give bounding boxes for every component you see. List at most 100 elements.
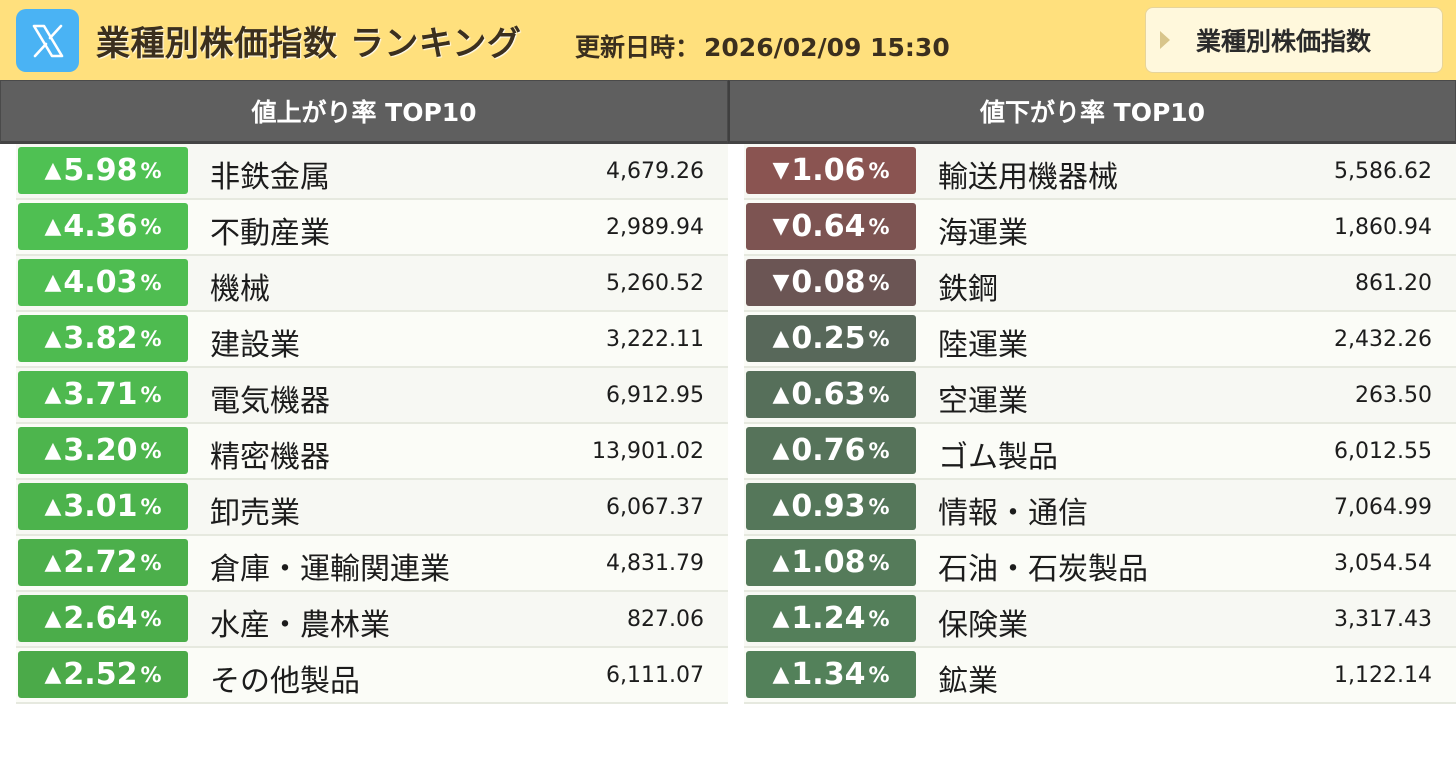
sector-name[interactable]: 非鉄金属 (210, 160, 330, 195)
sector-name[interactable]: 海運業 (938, 216, 1028, 251)
change-unit: % (868, 382, 890, 407)
change-badge: ▲ 5.98% (18, 147, 188, 194)
sector-name[interactable]: 機械 (210, 272, 270, 307)
index-value: 3,054.54 (1334, 551, 1432, 576)
table-row[interactable]: ▲ 5.98% 非鉄金属 4,679.26 (16, 144, 728, 200)
change-arrow-icon: ▲ (44, 270, 62, 295)
sector-name[interactable]: 不動産業 (210, 216, 330, 251)
losers-panel-title: 値下がり率 TOP10 (728, 80, 1456, 144)
sector-name[interactable]: 空運業 (938, 384, 1028, 419)
table-row[interactable]: ▲ 3.20% 精密機器 13,901.02 (16, 424, 728, 480)
sector-name[interactable]: 電気機器 (210, 384, 330, 419)
sector-name[interactable]: ゴム製品 (938, 440, 1058, 475)
index-value: 6,912.95 (606, 383, 704, 408)
index-value: 4,679.26 (606, 159, 704, 184)
change-unit: % (868, 326, 890, 351)
index-value: 4,831.79 (606, 551, 704, 576)
sector-name[interactable]: 卸売業 (210, 496, 300, 531)
sector-name[interactable]: 鉱業 (938, 664, 998, 699)
table-row[interactable]: ▲ 3.82% 建設業 3,222.11 (16, 312, 728, 368)
change-value: 0.08 (791, 265, 866, 300)
change-badge: ▲ 1.24% (746, 595, 916, 642)
change-unit: % (868, 158, 890, 183)
updated-label: 更新日時： (575, 33, 701, 62)
table-row[interactable]: ▼ 1.06% 輸送用機器械 5,586.62 (744, 144, 1456, 200)
sector-name[interactable]: その他製品 (210, 664, 360, 699)
table-row[interactable]: ▲ 1.24% 保険業 3,317.43 (744, 592, 1456, 648)
change-badge: ▲ 3.82% (18, 315, 188, 362)
table-row[interactable]: ▼ 0.08% 鉄鋼 861.20 (744, 256, 1456, 312)
change-unit: % (140, 438, 162, 463)
sector-name[interactable]: 精密機器 (210, 440, 330, 475)
index-value: 263.50 (1355, 383, 1432, 408)
index-value: 2,432.26 (1334, 327, 1432, 352)
index-value: 1,122.14 (1334, 663, 1432, 688)
sector-name[interactable]: 陸運業 (938, 328, 1028, 363)
change-arrow-icon: ▲ (44, 662, 62, 687)
sector-name[interactable]: 石油・石炭製品 (938, 552, 1148, 587)
page-title: 業種別株価指数 ランキング (96, 24, 522, 64)
change-badge: ▲ 0.25% (746, 315, 916, 362)
table-row[interactable]: ▲ 3.71% 電気機器 6,912.95 (16, 368, 728, 424)
table-row[interactable]: ▲ 2.72% 倉庫・運輸関連業 4,831.79 (16, 536, 728, 592)
table-row[interactable]: ▲ 2.52% その他製品 6,111.07 (16, 648, 728, 704)
change-badge: ▲ 0.63% (746, 371, 916, 418)
change-arrow-icon: ▲ (772, 438, 790, 463)
change-unit: % (140, 550, 162, 575)
change-unit: % (868, 214, 890, 239)
table-row[interactable]: ▲ 0.25% 陸運業 2,432.26 (744, 312, 1456, 368)
table-row[interactable]: ▼ 0.64% 海運業 1,860.94 (744, 200, 1456, 256)
sector-name[interactable]: 輸送用機器械 (938, 160, 1118, 195)
index-value: 6,067.37 (606, 495, 704, 520)
change-value: 1.34 (791, 657, 866, 692)
x-logo-icon[interactable] (16, 9, 79, 72)
table-row[interactable]: ▲ 1.34% 鉱業 1,122.14 (744, 648, 1456, 704)
change-badge: ▲ 4.03% (18, 259, 188, 306)
sector-name[interactable]: 鉄鋼 (938, 272, 998, 307)
sector-name[interactable]: 倉庫・運輸関連業 (210, 552, 450, 587)
sector-index-button[interactable]: 業種別株価指数 (1145, 7, 1443, 73)
table-row[interactable]: ▲ 0.63% 空運業 263.50 (744, 368, 1456, 424)
header-bar: 業種別株価指数 ランキング 更新日時： 2026/02/09 15:30 業種別株… (0, 0, 1456, 80)
change-unit: % (140, 494, 162, 519)
index-value: 2,989.94 (606, 215, 704, 240)
change-value: 1.08 (791, 545, 866, 580)
change-unit: % (140, 158, 162, 183)
index-value: 3,317.43 (1334, 607, 1432, 632)
sector-name[interactable]: 水産・農林業 (210, 608, 390, 643)
table-row[interactable]: ▲ 4.36% 不動産業 2,989.94 (16, 200, 728, 256)
change-badge: ▲ 0.76% (746, 427, 916, 474)
table-row[interactable]: ▲ 3.01% 卸売業 6,067.37 (16, 480, 728, 536)
sector-name[interactable]: 保険業 (938, 608, 1028, 643)
change-unit: % (140, 214, 162, 239)
table-row[interactable]: ▲ 0.93% 情報・通信 7,064.99 (744, 480, 1456, 536)
change-value: 1.24 (791, 601, 866, 636)
gainers-panel-title: 値上がり率 TOP10 (0, 80, 728, 144)
change-badge: ▲ 3.71% (18, 371, 188, 418)
change-unit: % (868, 550, 890, 575)
change-arrow-icon: ▼ (772, 214, 790, 239)
change-badge: ▲ 2.52% (18, 651, 188, 698)
change-badge: ▲ 3.20% (18, 427, 188, 474)
change-arrow-icon: ▲ (44, 382, 62, 407)
index-value: 13,901.02 (592, 439, 704, 464)
change-unit: % (140, 326, 162, 351)
change-unit: % (868, 494, 890, 519)
change-value: 3.71 (63, 377, 138, 412)
losers-panel: 値下がり率 TOP10 ▼ 1.06% 輸送用機器械 5,586.62 ▼ 0.64% 海運… (728, 80, 1456, 704)
table-row[interactable]: ▲ 4.03% 機械 5,260.52 (16, 256, 728, 312)
change-badge: ▼ 0.08% (746, 259, 916, 306)
sector-name[interactable]: 情報・通信 (938, 496, 1088, 531)
change-value: 0.64 (791, 209, 866, 244)
change-value: 5.98 (63, 153, 138, 188)
table-row[interactable]: ▲ 0.76% ゴム製品 6,012.55 (744, 424, 1456, 480)
index-value: 5,586.62 (1334, 159, 1432, 184)
change-unit: % (868, 606, 890, 631)
change-arrow-icon: ▲ (772, 494, 790, 519)
change-badge: ▼ 1.06% (746, 147, 916, 194)
table-row[interactable]: ▲ 1.08% 石油・石炭製品 3,054.54 (744, 536, 1456, 592)
sector-name[interactable]: 建設業 (210, 328, 300, 363)
updated-value: 2026/02/09 15:30 (704, 33, 950, 62)
table-row[interactable]: ▲ 2.64% 水産・農林業 827.06 (16, 592, 728, 648)
change-arrow-icon: ▲ (44, 158, 62, 183)
